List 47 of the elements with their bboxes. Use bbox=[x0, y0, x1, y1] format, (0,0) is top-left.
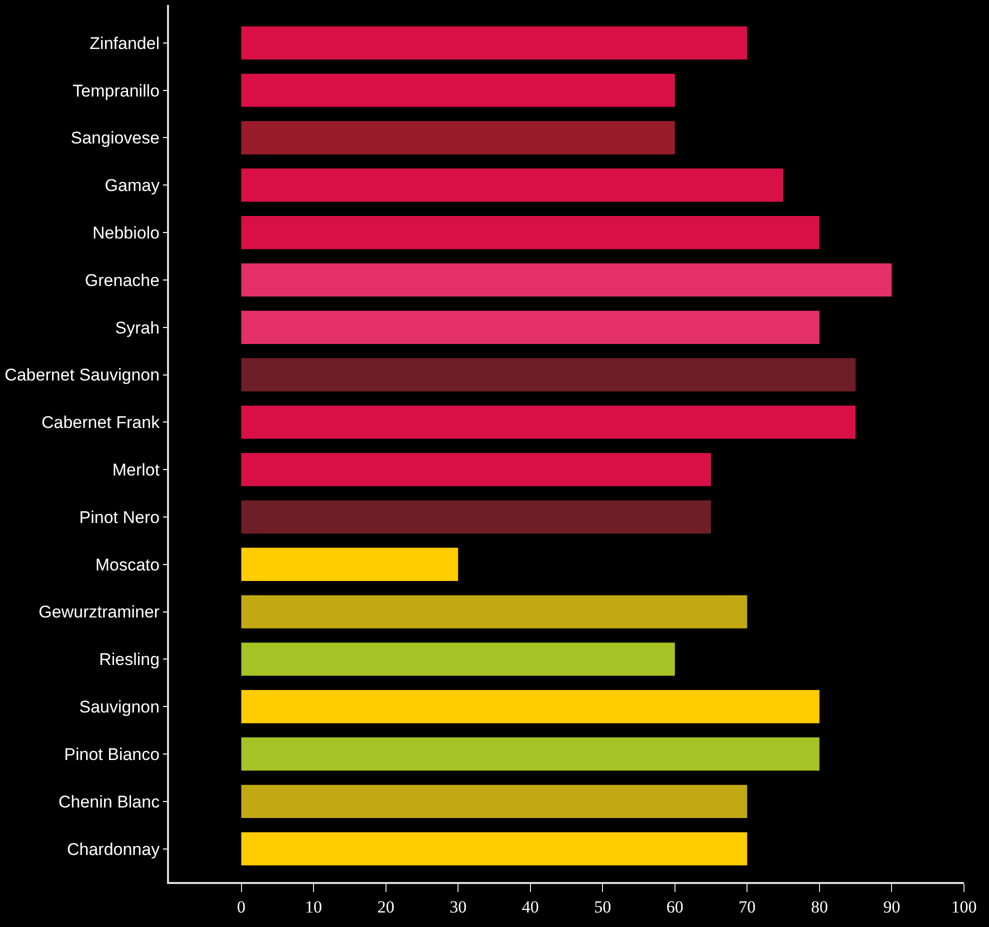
bar bbox=[241, 452, 712, 486]
x-tick-label: 30 bbox=[450, 897, 467, 916]
y-tick-label: Chenin Blanc bbox=[58, 792, 160, 812]
y-tick-label: Moscato bbox=[95, 555, 160, 574]
x-tick-label: 50 bbox=[594, 897, 612, 916]
bar bbox=[241, 74, 675, 107]
x-tick-label: 80 bbox=[810, 897, 828, 916]
y-tick-label: Nebbiolo bbox=[92, 224, 160, 242]
bar bbox=[241, 832, 748, 866]
bar bbox=[241, 358, 856, 392]
bar bbox=[241, 737, 820, 771]
y-tick-label: Pinot Bianco bbox=[64, 744, 160, 764]
bar bbox=[241, 784, 748, 818]
x-tick-label: 10 bbox=[305, 897, 322, 916]
y-tick-label: Gamay bbox=[104, 176, 160, 196]
y-tick-label: Sangiovese bbox=[70, 128, 160, 148]
y-tick-label: Tempranillo bbox=[72, 81, 160, 100]
x-tick-label: 60 bbox=[666, 897, 684, 916]
bar bbox=[241, 168, 784, 202]
x-tick-label: 90 bbox=[883, 897, 900, 916]
y-tick-label: Merlot bbox=[112, 460, 160, 480]
bar bbox=[241, 690, 820, 724]
bar bbox=[241, 642, 675, 676]
bar bbox=[241, 121, 675, 154]
y-tick-label: Pinot Nero bbox=[79, 508, 160, 527]
y-tick-label: Grenache bbox=[84, 270, 160, 290]
y-tick-label: Cabernet Sauvignon bbox=[4, 366, 160, 385]
y-tick-label: Cabernet Frank bbox=[41, 413, 160, 432]
bar bbox=[241, 500, 712, 534]
x-tick-label: 100 bbox=[951, 897, 977, 916]
bar bbox=[241, 406, 856, 439]
bar bbox=[241, 216, 820, 250]
x-tick-label: 0 bbox=[237, 897, 246, 916]
bar bbox=[241, 263, 892, 297]
y-tick-label: Gewurztraminer bbox=[38, 602, 160, 622]
y-tick-label: Zinfandel bbox=[90, 34, 160, 53]
y-tick-label: Syrah bbox=[115, 318, 160, 338]
bar bbox=[241, 310, 820, 344]
x-tick-label: 70 bbox=[738, 897, 756, 916]
bar bbox=[241, 548, 458, 581]
bar bbox=[241, 595, 748, 628]
x-tick-label: 20 bbox=[377, 897, 394, 916]
y-tick-label: Sauvignon bbox=[79, 698, 160, 717]
bar bbox=[241, 26, 748, 60]
y-tick-label: Riesling bbox=[99, 650, 160, 670]
x-tick-label: 40 bbox=[522, 897, 539, 916]
y-tick-label: Chardonnay bbox=[66, 840, 160, 859]
